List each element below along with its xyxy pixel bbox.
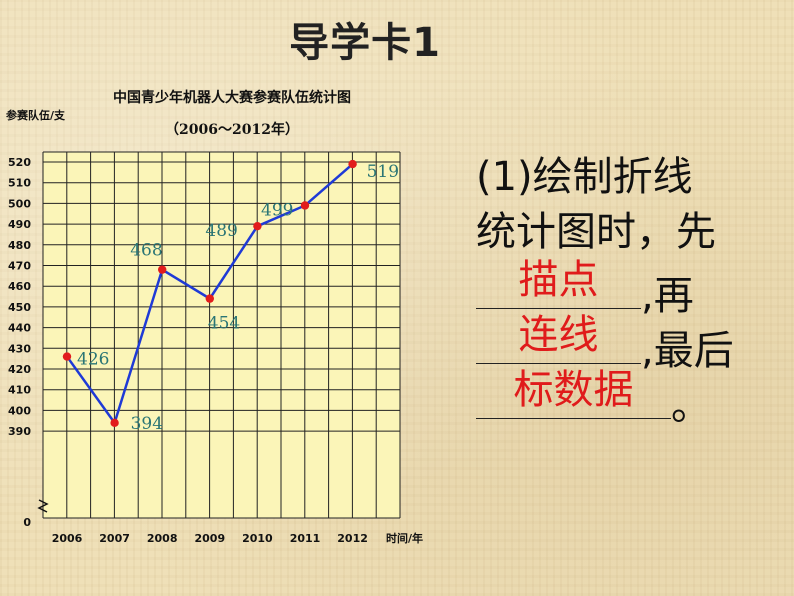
- data-label: 426: [77, 350, 109, 370]
- data-label: 468: [130, 241, 162, 261]
- question-line: 统计图时，先: [476, 205, 786, 260]
- answer-text: 标数据: [513, 367, 634, 413]
- data-label: 454: [208, 314, 240, 334]
- question-text-segment: ,最后: [641, 328, 734, 374]
- x-tick-label: 2011: [290, 532, 321, 545]
- y-tick-label: 420: [8, 363, 31, 376]
- y-tick-label: 480: [8, 239, 31, 252]
- x-tick-label: 2008: [147, 532, 178, 545]
- y-tick-label: 500: [8, 197, 31, 210]
- question-text: (1)绘制折线 统计图时，先 描点 ,再 连线 ,最后 标数据。: [476, 150, 786, 429]
- y-axis-label: 参赛队伍/支: [6, 108, 66, 122]
- data-label: 499: [261, 200, 293, 220]
- slide-title: 导学卡1: [289, 20, 441, 66]
- x-tick-label: 2009: [194, 532, 225, 545]
- data-point: [158, 265, 167, 274]
- data-point: [62, 352, 72, 361]
- question-line: 标数据。: [476, 367, 786, 429]
- answer-blank: 描点: [476, 257, 641, 309]
- y-tick-label: 410: [8, 384, 31, 397]
- y-tick-label: 400: [8, 404, 31, 417]
- question-text-segment: ,再: [641, 273, 694, 319]
- y-tick-label: 440: [8, 322, 31, 335]
- axis-break-icon: [37, 499, 49, 513]
- answer-text: 描点: [518, 257, 599, 303]
- data-point: [253, 221, 262, 231]
- x-tick-label: 2012: [337, 532, 368, 545]
- question-line: (1)绘制折线: [476, 150, 786, 205]
- question-line: 描点 ,再: [476, 257, 786, 319]
- y-tick-label: 390: [8, 425, 31, 438]
- y-tick-label: 430: [8, 342, 31, 355]
- x-tick-label: 2006: [52, 532, 83, 545]
- answer-blank: 连线: [476, 312, 641, 364]
- x-tick-label: 2010: [242, 532, 273, 545]
- data-label: 519: [367, 162, 399, 182]
- data-point: [205, 294, 214, 303]
- y-tick-label: 0: [23, 516, 31, 529]
- y-tick-label: 520: [8, 156, 31, 169]
- y-tick-label: 450: [8, 301, 31, 314]
- chart-subtitle: （2006～2012年）: [165, 121, 299, 138]
- question-line: 连线 ,最后: [476, 312, 786, 374]
- question-text-segment: (1)绘制折线: [476, 154, 693, 200]
- y-tick-label: 490: [8, 218, 31, 231]
- data-label: 489: [205, 221, 237, 241]
- question-text-segment: 统计图时，先: [476, 209, 716, 255]
- answer-blank: 标数据: [476, 367, 671, 419]
- x-tick-label: 2007: [99, 532, 130, 545]
- plot-area: [43, 152, 400, 518]
- data-point: [110, 418, 119, 428]
- data-point: [300, 201, 310, 210]
- y-tick-label: 460: [8, 280, 31, 293]
- question-text-segment: 。: [671, 383, 711, 429]
- y-tick-label: 510: [8, 177, 31, 190]
- chart-title: 中国青少年机器人大赛参赛队伍统计图: [113, 89, 351, 106]
- line-chart: 中国青少年机器人大赛参赛队伍统计图 （2006～2012年） 参赛队伍/支 时间…: [6, 89, 423, 545]
- data-point: [348, 159, 357, 169]
- x-axis-label: 时间/年: [386, 531, 423, 545]
- answer-text: 连线: [518, 312, 599, 358]
- y-tick-label: 470: [8, 260, 31, 273]
- data-label: 394: [131, 414, 163, 434]
